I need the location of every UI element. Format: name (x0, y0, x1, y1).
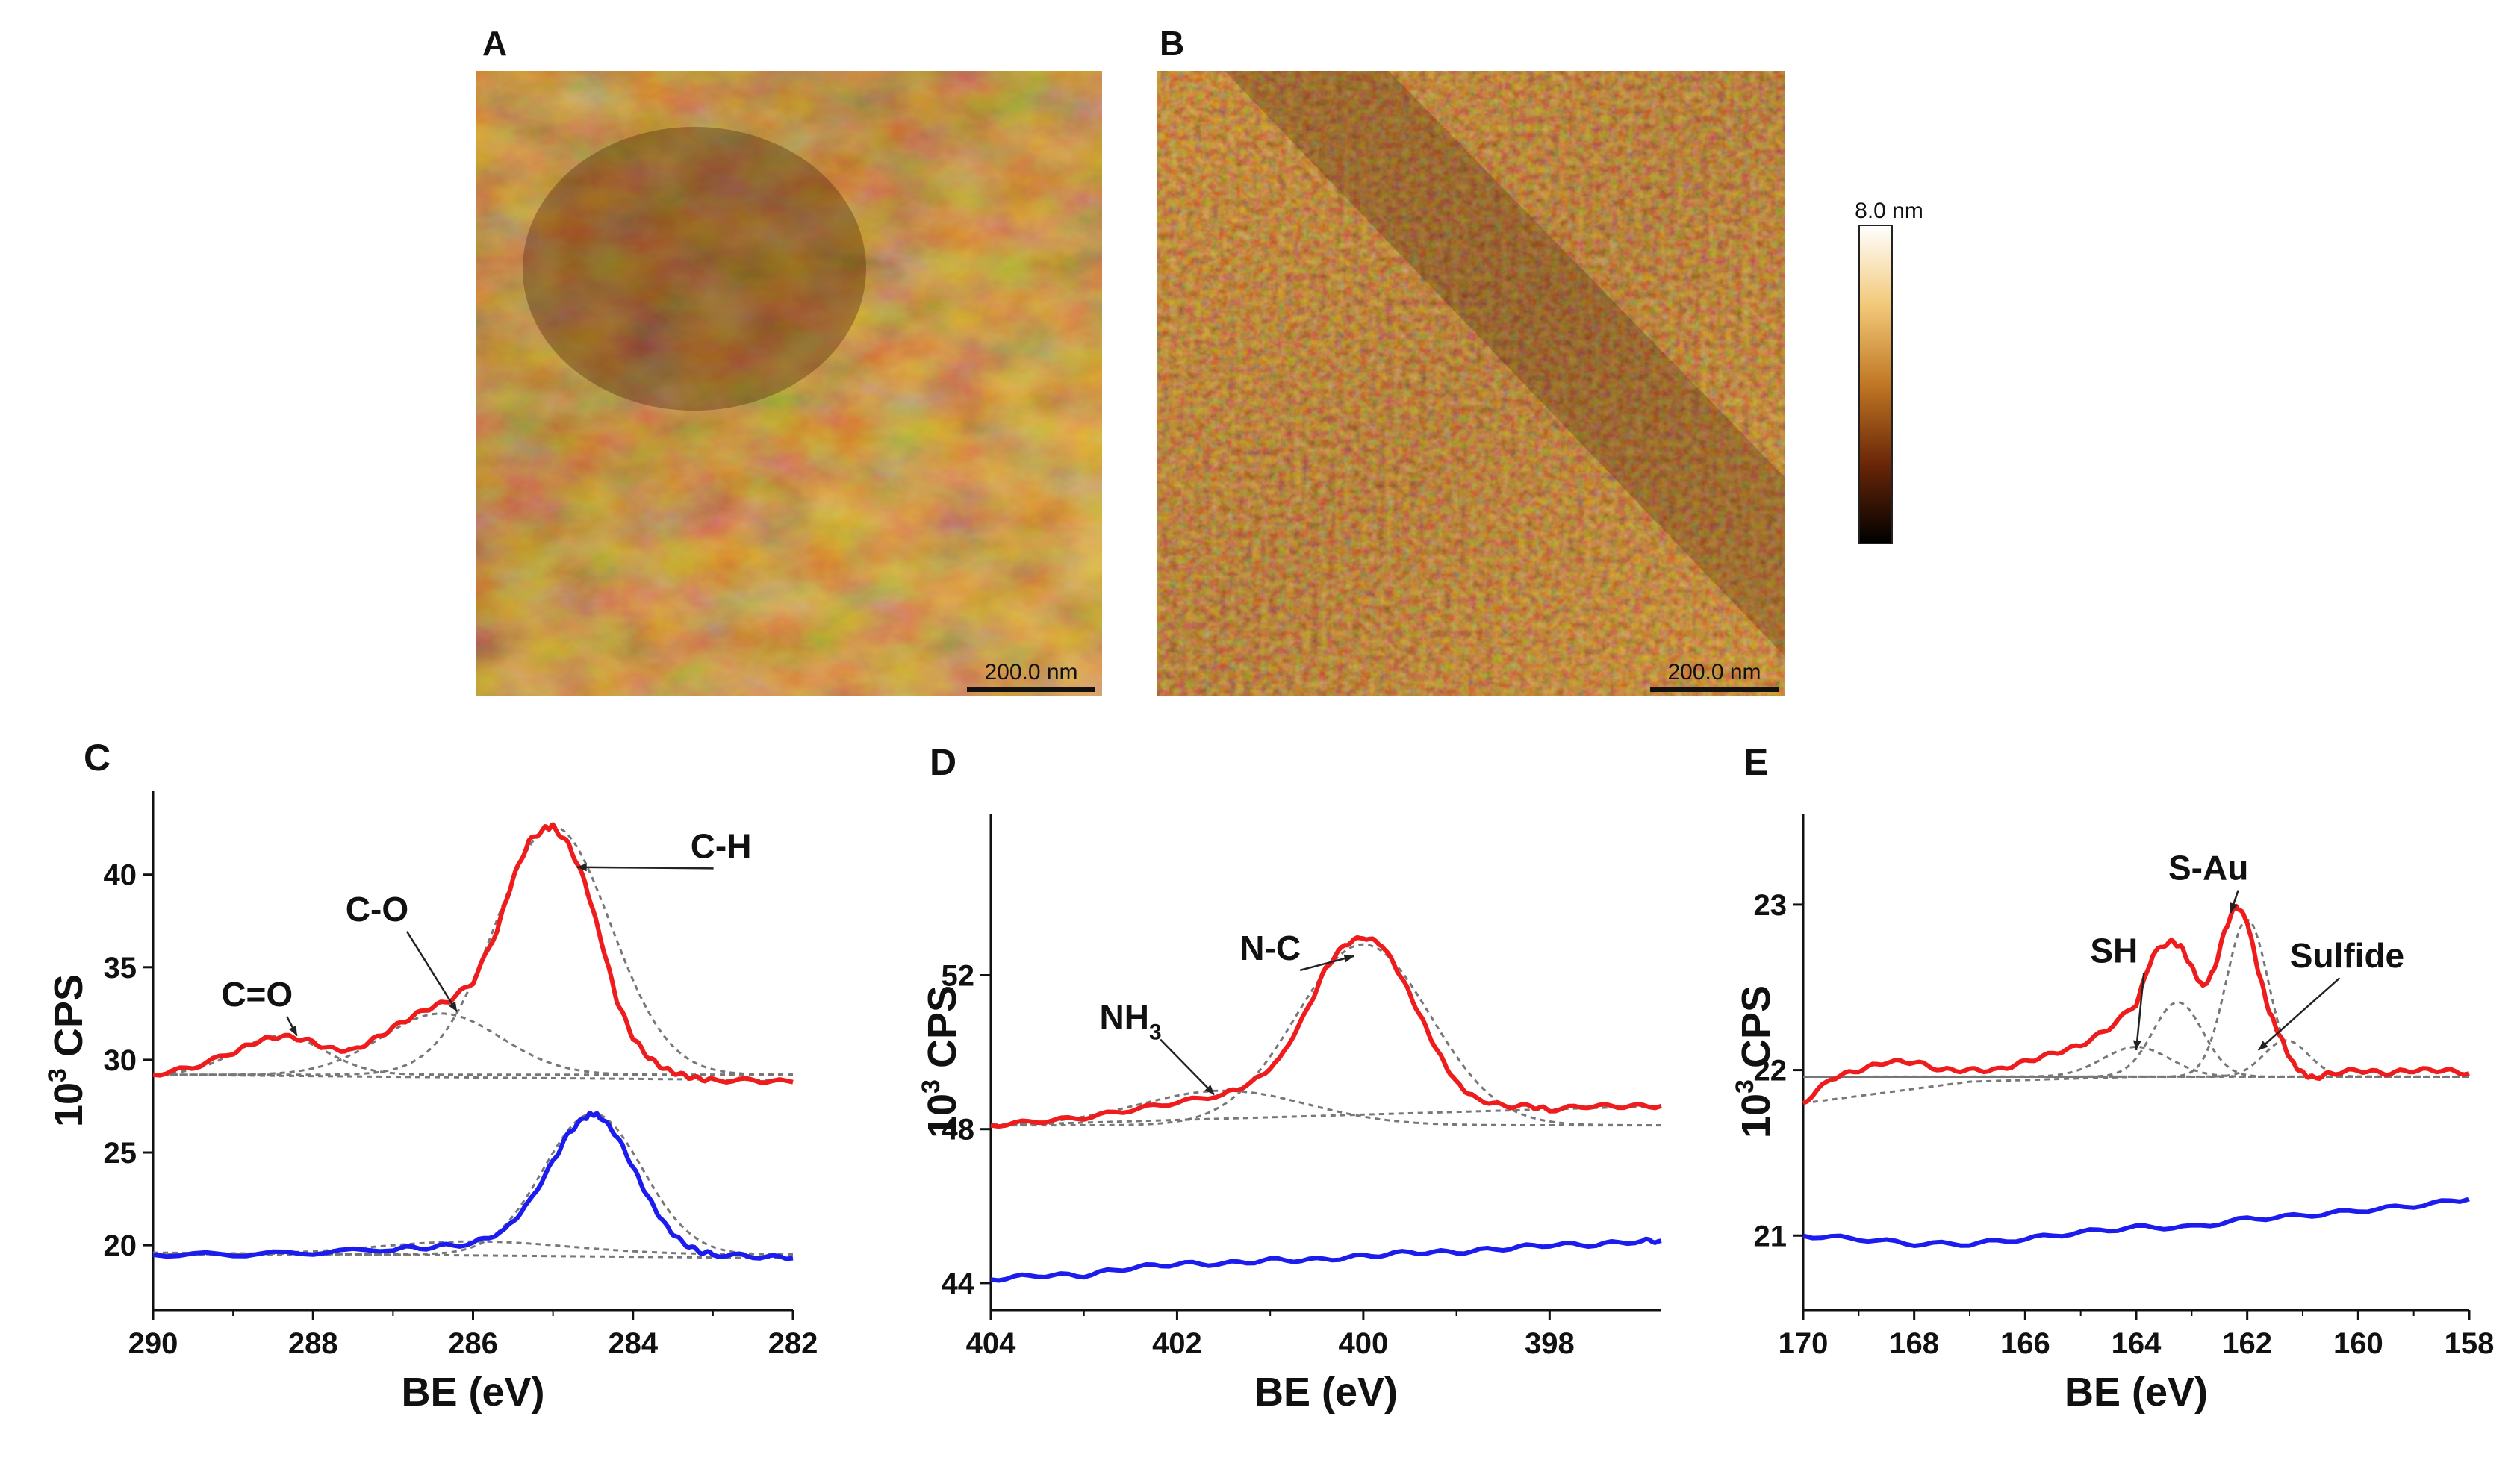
fit-component-c-h (153, 825, 793, 1076)
x-tick-label: 168 (1889, 1327, 1939, 1360)
annotation-arrow (2257, 977, 2341, 1051)
annotation-arrow (405, 931, 458, 1013)
panel-label-e: E (1743, 741, 1768, 783)
annotation-arrow (2135, 973, 2145, 1051)
annotation-arrow (1160, 1038, 1216, 1096)
x-tick-label: 166 (2000, 1327, 2050, 1360)
x-tick-label: 288 (288, 1327, 338, 1360)
annotation-arrowhead (2258, 1041, 2268, 1050)
annotation-arrowhead (2132, 1040, 2141, 1050)
colorbar-gradient (1858, 225, 1893, 544)
x-tick-label: 398 (1525, 1327, 1575, 1360)
y-tick-label: 21 (1754, 1220, 1788, 1253)
fit-component-c-o (153, 1012, 793, 1076)
annotation-arrowhead (1343, 954, 1354, 963)
y-tick-label: 52 (942, 960, 975, 993)
x-axis-label: BE (eV) (1254, 1370, 1398, 1415)
afm-dark-band-b (1225, 71, 1785, 657)
x-tick-label: 282 (768, 1327, 818, 1360)
x-tick-label: 290 (128, 1327, 178, 1360)
annotation-label: SH (2090, 932, 2138, 970)
x-tick-label: 162 (2222, 1327, 2272, 1360)
x-tick-label: 404 (966, 1327, 1016, 1360)
y-tick-label: 35 (104, 952, 137, 985)
y-tick-label: 23 (1754, 889, 1788, 922)
annotation-label: C=O (221, 975, 293, 1014)
colorbar-max-label: 8.0 nm (1855, 199, 1923, 223)
scale-bar-b (1650, 687, 1779, 692)
y-tick-label: 30 (104, 1044, 137, 1077)
series-line-bare (1802, 1197, 2470, 1248)
fit-baseline (1802, 1076, 2469, 1105)
y-tick-label: 48 (942, 1114, 975, 1147)
panel-label-d: D (930, 741, 956, 783)
y-tick-label: 40 (104, 859, 137, 892)
annotation-arrowhead (576, 863, 587, 872)
annotation-label: NH3 (1100, 998, 1162, 1045)
series-line-treated (1802, 903, 2470, 1105)
annotation-label: Sulfide (2290, 936, 2404, 975)
y-axis-label: 103 CPS (917, 985, 965, 1138)
panel-label-c: C (84, 737, 111, 779)
fit-component-n-c (991, 943, 1661, 1127)
xps-panel-d-n1s: D 404 402 400 398 44 48 52 BE (eV) 103 CPS NH3 N-C (917, 741, 1662, 1415)
afm-texture-a (476, 71, 1102, 696)
series-line-bare (152, 1111, 794, 1261)
x-axis-label: BE (eV) (401, 1370, 544, 1415)
scale-bar-label-a: 200.0 nm (984, 660, 1077, 684)
xps-panel-e-s2p: E 170 168 166 164 162 160 158 21 22 23 BE (eV) 103 C… (1731, 741, 2494, 1415)
x-tick-label: 170 (1779, 1327, 1829, 1360)
x-tick-label: 284 (608, 1327, 658, 1360)
y-tick-label: 25 (104, 1137, 137, 1170)
scale-bar-label-b: 200.0 nm (1667, 660, 1761, 684)
x-tick-label: 400 (1339, 1327, 1389, 1360)
annotation-label: C-H (691, 826, 752, 865)
y-tick-label: 44 (942, 1267, 975, 1300)
x-tick-label: 158 (2445, 1327, 2495, 1360)
scale-bar-a (967, 687, 1095, 692)
annotation-label: C-O (346, 890, 408, 929)
y-axis-label: 103 CPS (43, 974, 91, 1127)
annotation-arrow (576, 866, 714, 870)
x-tick-label: 164 (2112, 1327, 2162, 1360)
afm-texture-b (1157, 71, 1785, 696)
y-tick-label: 20 (104, 1229, 137, 1262)
annotation-arrowhead (448, 1001, 458, 1012)
annotation-arrowhead (1204, 1085, 1215, 1095)
afm-panel-a: A 200.0 nm (476, 24, 1102, 696)
annotation-arrowhead (2230, 902, 2238, 913)
xps-panel-c-c1s: C 290 288 286 284 282 20 25 30 35 40 BE (eV) 103 CPS… (43, 737, 818, 1415)
fit-baseline (990, 1105, 1662, 1127)
series-line-treated (152, 822, 794, 1085)
fit-component-bare-main (153, 1112, 793, 1256)
x-axis-label: BE (eV) (2065, 1370, 2208, 1415)
annotation-label: S-Au (2168, 849, 2248, 888)
x-tick-label: 286 (448, 1327, 498, 1360)
series-line-bare (990, 1236, 1662, 1283)
x-tick-label: 402 (1152, 1327, 1202, 1360)
height-colorbar: 8.0 nm (1855, 199, 1923, 544)
annotation-arrowhead (288, 1025, 297, 1036)
afm-panel-b: B 200.0 nm (1157, 24, 1785, 696)
series-line-treated (990, 935, 1662, 1129)
y-axis-label: 103 CPS (1731, 985, 1779, 1138)
fit-component-c-o (152, 1035, 793, 1076)
afm-dark-region-a (523, 127, 866, 411)
panel-label-b: B (1160, 24, 1184, 63)
annotation-label: N-C (1239, 929, 1301, 967)
x-tick-label: 160 (2333, 1327, 2383, 1360)
panel-label-a: A (482, 24, 507, 63)
fit-component-s-au-a (1803, 1001, 2469, 1078)
y-tick-label: 22 (1754, 1055, 1788, 1088)
